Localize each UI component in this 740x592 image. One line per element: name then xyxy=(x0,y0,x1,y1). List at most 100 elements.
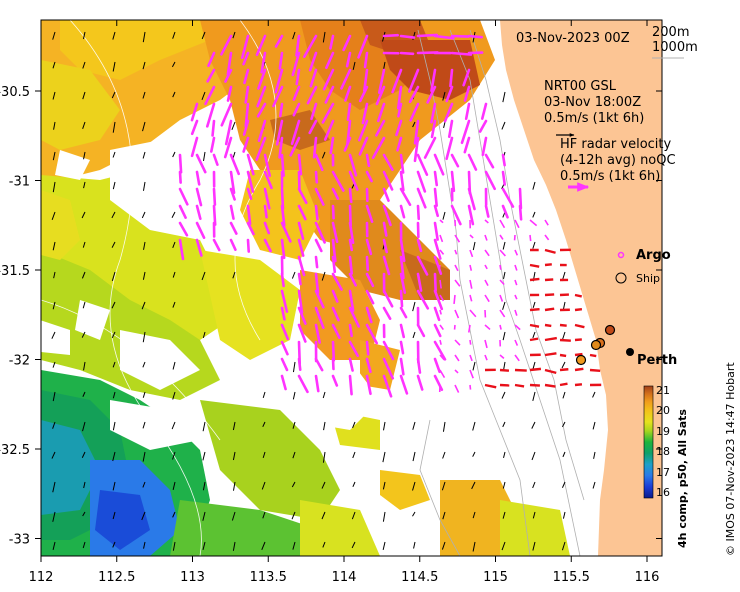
radar-arrow xyxy=(195,221,206,239)
nearshore-red-arrow xyxy=(529,263,540,268)
radar-arrow xyxy=(416,374,424,391)
radar-arrow xyxy=(462,68,471,87)
radar-arrow xyxy=(242,51,250,66)
radar-arrow xyxy=(484,204,490,218)
radar-arrow xyxy=(518,187,523,210)
velocity-arrow xyxy=(382,451,386,463)
velocity-arrow xyxy=(81,451,86,458)
velocity-arrow xyxy=(501,391,506,399)
radar-arrow xyxy=(365,289,375,305)
radar-arrow xyxy=(365,170,373,183)
velocity-arrow xyxy=(472,511,476,519)
radar-arrow xyxy=(297,238,305,257)
radar-arrow xyxy=(396,136,403,152)
velocity-arrow xyxy=(562,511,566,519)
radar-arrow xyxy=(484,153,495,169)
velocity-arrow xyxy=(562,391,566,399)
nearshore-radar-arrow xyxy=(439,324,444,331)
radar-arrow xyxy=(430,119,437,139)
radar-arrow xyxy=(224,68,233,83)
velocity-arrow xyxy=(351,511,356,520)
radar-arrow xyxy=(416,153,429,176)
product-line-2: 03-Nov 18:00Z xyxy=(544,95,641,110)
velocity-arrow xyxy=(142,361,146,368)
nearshore-radar-arrow xyxy=(439,309,442,315)
nearshore-radar-arrow xyxy=(544,219,549,226)
x-tick-label: 113 xyxy=(180,570,205,585)
radar-arrow xyxy=(274,34,284,48)
radar-arrow xyxy=(408,85,420,104)
radar-arrow xyxy=(361,102,369,125)
velocity-arrow xyxy=(142,181,146,191)
velocity-arrow xyxy=(172,301,176,308)
x-tick-label: 115.5 xyxy=(553,570,590,585)
radar-arrow xyxy=(297,255,306,277)
radar-arrow xyxy=(256,102,267,118)
radar-arrow xyxy=(195,187,203,207)
velocity-arrow xyxy=(53,271,56,279)
velocity-arrow xyxy=(172,511,176,518)
velocity-arrow xyxy=(53,121,56,130)
velocity-arrow xyxy=(322,391,326,399)
radar-arrow xyxy=(409,102,420,122)
radar-arrow xyxy=(433,340,447,361)
velocity-arrow xyxy=(412,301,416,312)
radar-arrow xyxy=(484,170,496,191)
velocity-arrow xyxy=(141,301,146,310)
nearshore-radar-arrow xyxy=(484,249,490,257)
velocity-arrow xyxy=(292,361,296,373)
nearshore-radar-arrow xyxy=(454,339,461,346)
velocity-arrow xyxy=(82,391,86,397)
ship-legend-label: Ship xyxy=(636,272,660,285)
radar-arrow xyxy=(331,374,339,387)
radar-arrow xyxy=(242,136,250,153)
radar-arrow xyxy=(416,187,427,209)
nearshore-red-arrow xyxy=(574,308,583,312)
radar-arrow xyxy=(195,170,201,186)
nearshore-red-arrow xyxy=(529,323,540,328)
radar-arrow xyxy=(205,102,216,128)
nearshore-radar-arrow xyxy=(469,294,473,302)
velocity-arrow xyxy=(202,481,206,491)
nearshore-radar-arrow xyxy=(454,234,461,243)
radar-arrow xyxy=(340,68,352,90)
velocity-arrow xyxy=(232,541,236,551)
velocity-arrow xyxy=(111,271,116,282)
nearshore-radar-arrow xyxy=(439,294,445,302)
radar-arrow xyxy=(331,255,337,274)
radar-arrow xyxy=(382,33,399,38)
radar-arrow xyxy=(348,238,354,252)
radar-arrow xyxy=(309,68,318,88)
radar-arrow xyxy=(382,255,391,276)
radar-arrow xyxy=(430,68,437,93)
isotherm-lines xyxy=(41,20,277,556)
velocity-arrow xyxy=(202,541,206,550)
radar-arrow xyxy=(308,119,318,135)
radar-arrow xyxy=(280,221,292,243)
radar-arrow xyxy=(292,85,301,101)
radar-arrow xyxy=(275,119,284,146)
velocity-arrow xyxy=(142,31,146,43)
velocity-arrow xyxy=(82,541,86,549)
nearshore-red-arrow xyxy=(574,338,582,342)
velocity-arrow xyxy=(502,511,506,519)
radar-arrow xyxy=(348,255,354,275)
colorbar-tick-label: 18 xyxy=(656,445,670,458)
velocity-arrow xyxy=(82,91,86,100)
velocity-arrow xyxy=(52,61,56,69)
velocity-arrow xyxy=(142,151,146,159)
radar-arrow xyxy=(433,272,437,292)
velocity-arrow xyxy=(232,151,236,159)
velocity-arrow xyxy=(352,451,356,459)
nearshore-radar-arrow xyxy=(499,264,502,270)
velocity-arrow xyxy=(141,511,146,521)
nearshore-red-arrow xyxy=(544,352,557,357)
radar-arrow xyxy=(450,170,456,193)
nearshore-red-arrow xyxy=(559,338,571,342)
radar-arrow xyxy=(382,221,388,237)
nearshore-radar-arrow xyxy=(529,219,538,227)
radar-arrow xyxy=(467,204,475,226)
nearshore-radar-arrow xyxy=(469,309,477,318)
radar-arrow xyxy=(272,85,284,108)
